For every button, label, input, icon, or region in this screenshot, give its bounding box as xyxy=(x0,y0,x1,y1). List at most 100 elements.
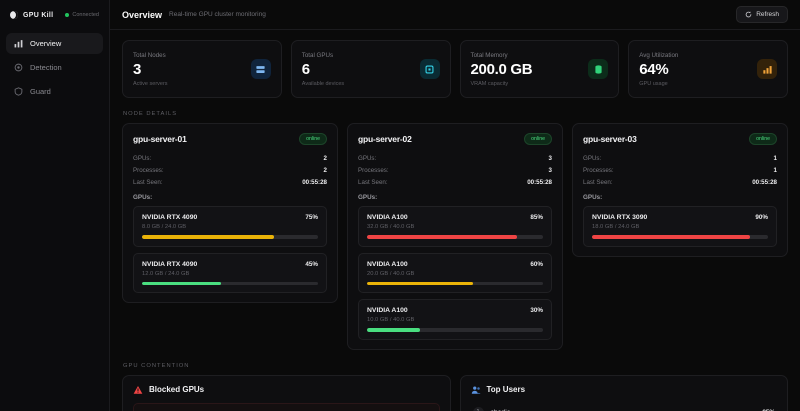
shield-icon xyxy=(14,87,23,96)
gpu-item: NVIDIA RTX 3090 90% 18.0 GB / 24.0 GB xyxy=(583,206,777,247)
bar-chart-icon xyxy=(14,40,23,48)
stat-value: 200.0 GB xyxy=(470,60,533,78)
gpu-percent: 75% xyxy=(305,214,318,221)
field-value: 2 xyxy=(323,154,327,162)
gpu-usage-bar xyxy=(367,328,543,332)
gpu-percent: 30% xyxy=(530,307,543,314)
stat-value: 6 xyxy=(301,60,310,78)
panel-title: Top Users xyxy=(486,385,526,394)
page-subtitle: Real-time GPU cluster monitoring xyxy=(169,11,266,18)
field-label: GPUs: xyxy=(583,154,602,162)
refresh-button[interactable]: Refresh xyxy=(736,6,788,23)
status-badge: online xyxy=(749,133,777,145)
field-value: 00:55:28 xyxy=(752,178,777,186)
field-value: 2 xyxy=(323,166,327,174)
field-label: Last Seen: xyxy=(133,178,163,186)
gpu-usage-fill xyxy=(592,235,751,239)
gpu-memory: 18.0 GB / 24.0 GB xyxy=(592,224,640,230)
connection-label: Connected xyxy=(72,12,99,18)
user-name: charlie xyxy=(491,409,511,411)
gpu-list-label: GPUs: xyxy=(583,194,603,201)
stat-card-total-memory: Total Memory 200.0 GB VRAM capacity xyxy=(459,40,620,98)
logo-icon xyxy=(10,11,18,19)
user-rank: 1 xyxy=(472,406,484,411)
gpu-name: NVIDIA A100 xyxy=(367,260,408,268)
gpu-name: NVIDIA RTX 3090 xyxy=(592,214,648,221)
sidebar: GPU Kill Connected Overview De xyxy=(0,0,110,411)
status-dot-icon xyxy=(65,13,70,17)
field-label: Processes: xyxy=(358,166,389,174)
node-card: gpu-server-03 online GPUs: 1 Processes: … xyxy=(572,123,788,257)
field-value: 1 xyxy=(773,166,777,174)
gpu-usage-fill xyxy=(142,235,274,239)
node-field-last-seen: Last Seen: 00:55:28 xyxy=(358,176,552,188)
field-label: Last Seen: xyxy=(583,178,613,186)
gpu-list-label: GPUs: xyxy=(133,194,153,201)
stat-label: Total Nodes xyxy=(133,51,166,59)
gpu-usage-bar xyxy=(142,235,318,239)
refresh-label: Refresh xyxy=(756,11,779,18)
gpu-name: NVIDIA RTX 4090 xyxy=(142,260,198,268)
target-icon xyxy=(14,63,23,72)
contention-grid: Blocked GPUs NVIDIA RTX 3090 (node-003) … xyxy=(122,374,788,411)
stat-card-total-gpus: Total GPUs 6 Available devices xyxy=(290,40,451,98)
status-badge: online xyxy=(299,133,327,145)
gpu-usage-bar xyxy=(367,281,543,285)
connection-status: Connected xyxy=(65,12,99,18)
sidebar-item-guard[interactable]: Guard xyxy=(6,81,103,102)
node-card: gpu-server-01 online GPUs: 2 Processes: … xyxy=(122,123,338,303)
gpu-memory: 10.0 GB / 40.0 GB xyxy=(367,317,415,323)
node-field-gpus: GPUs: 2 xyxy=(133,152,327,164)
gpu-name: NVIDIA A100 xyxy=(367,307,408,314)
node-name: gpu-server-01 xyxy=(133,134,187,144)
panel-header: Top Users xyxy=(471,385,778,395)
stat-label: Total GPUs xyxy=(301,51,334,59)
blocked-gpus-panel: Blocked GPUs NVIDIA RTX 3090 (node-003) … xyxy=(122,374,451,411)
status-badge: online xyxy=(524,133,552,145)
node-field-last-seen: Last Seen: 00:55:28 xyxy=(583,176,777,188)
field-label: Processes: xyxy=(133,166,164,174)
node-field-last-seen: Last Seen: 00:55:28 xyxy=(133,176,327,188)
nodes-grid: gpu-server-01 online GPUs: 2 Processes: … xyxy=(122,123,788,350)
node-name: gpu-server-02 xyxy=(358,134,412,144)
stat-value: 64% xyxy=(639,60,669,78)
chip-icon xyxy=(419,59,440,79)
blocked-gpu-row[interactable]: NVIDIA RTX 3090 (node-003) Blocked xyxy=(133,402,440,411)
gpu-memory: 20.0 GB / 40.0 GB xyxy=(367,270,415,277)
field-value: 3 xyxy=(548,154,552,162)
gpu-item: NVIDIA A100 85% 32.0 GB / 40.0 GB xyxy=(358,206,552,247)
field-value: 1 xyxy=(773,154,777,162)
users-icon xyxy=(471,386,481,394)
gpu-item: NVIDIA A100 30% 10.0 GB / 40.0 GB xyxy=(358,299,552,340)
node-field-gpus: GPUs: 3 xyxy=(358,152,552,164)
stat-label: Total Memory xyxy=(470,51,508,59)
stat-value: 3 xyxy=(133,60,142,78)
sidebar-item-detection[interactable]: Detection xyxy=(6,57,103,78)
field-value: 00:55:28 xyxy=(302,178,327,186)
stat-card-avg-utilization: Avg Utilization 64% GPU usage xyxy=(628,40,788,98)
gpu-item: NVIDIA RTX 4090 75% 8.0 GB / 24.0 GB xyxy=(133,206,327,247)
top-user-row[interactable]: 1 charlie 85% xyxy=(471,403,778,411)
gpu-memory: 8.0 GB / 24.0 GB xyxy=(142,224,187,230)
stats-row: Total Nodes 3 Active servers Total GPUs xyxy=(122,40,788,98)
panel-header: Blocked GPUs xyxy=(133,385,440,395)
sidebar-item-overview[interactable]: Overview xyxy=(6,33,103,54)
node-field-processes: Processes: 1 xyxy=(583,164,777,176)
section-label-node-details: NODE DETAILS xyxy=(123,111,178,117)
gpu-item: NVIDIA A100 60% 20.0 GB / 40.0 GB xyxy=(358,252,552,293)
server-icon xyxy=(250,59,271,79)
stat-sub: Active servers xyxy=(133,80,168,87)
database-icon xyxy=(588,59,609,79)
topbar: Overview Real-time GPU cluster monitorin… xyxy=(110,0,800,30)
gpu-item: NVIDIA RTX 4090 45% 12.0 GB / 24.0 GB xyxy=(133,252,327,293)
gpu-usage-bar xyxy=(142,281,318,285)
sidebar-nav: Overview Detection Guard xyxy=(6,33,103,102)
node-header: gpu-server-01 online xyxy=(133,133,327,145)
stat-sub: Available devices xyxy=(301,80,345,87)
gpu-usage-bar xyxy=(592,235,768,239)
stat-sub: VRAM capacity xyxy=(470,80,509,87)
node-card: gpu-server-02 online GPUs: 3 Processes: … xyxy=(347,123,563,350)
gpu-usage-bar xyxy=(367,235,543,239)
gpu-percent: 85% xyxy=(530,214,543,221)
